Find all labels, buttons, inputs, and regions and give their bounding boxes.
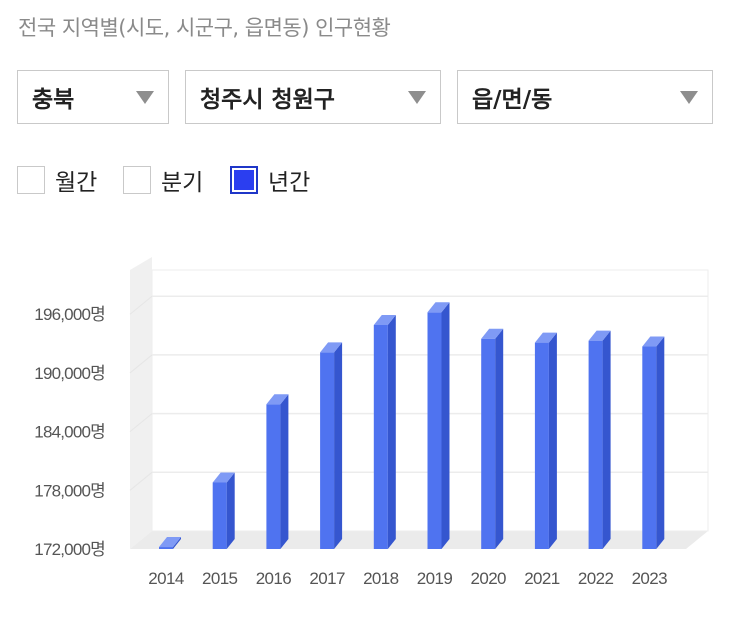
gridline-side [129, 354, 153, 374]
bar-2017 [320, 342, 343, 549]
bar-top [320, 342, 343, 353]
period-option-label: 월간 [55, 170, 98, 196]
period-option-yearly[interactable]: 년간 [230, 163, 310, 197]
bar-front [159, 547, 173, 549]
bar-2021 [534, 332, 557, 549]
dropdown-arrow-icon [680, 90, 698, 104]
bar-top [481, 328, 504, 339]
bar-side [173, 537, 181, 549]
x-tick-label: 2020 [470, 569, 506, 588]
bar-2014 [159, 537, 181, 549]
dropdown-arrow-icon [136, 90, 154, 104]
y-tick-label: 196,000명 [34, 305, 105, 324]
y-tick-label: 184,000명 [34, 423, 105, 442]
district-select[interactable]: 청주시 청원구 [185, 70, 441, 124]
x-tick-label: 2016 [256, 569, 292, 588]
period-option-quarterly[interactable]: 분기 [123, 163, 203, 197]
checkbox-icon[interactable] [230, 166, 258, 194]
page-title: 전국 지역별(시도, 시군구, 읍면동) 인구현황 [18, 16, 391, 40]
bar-side [280, 394, 289, 549]
bar-front [534, 342, 549, 549]
bar-2023 [642, 336, 665, 549]
bar-front [266, 404, 281, 549]
bar-side [441, 302, 450, 549]
bar-2016 [266, 394, 289, 549]
period-option-label: 분기 [161, 170, 204, 196]
bar-side [548, 332, 557, 549]
gridline-side [129, 295, 153, 315]
bar-top [212, 472, 235, 483]
x-tick-label: 2014 [148, 569, 184, 588]
bar-top [266, 394, 289, 405]
period-option-monthly[interactable]: 월간 [17, 163, 97, 197]
checkbox-icon[interactable] [123, 166, 151, 194]
bar-top [534, 332, 557, 343]
x-tick-label: 2017 [309, 569, 345, 588]
bar-top [427, 302, 450, 313]
town-select-value: 읍/면/동 [472, 87, 553, 113]
y-tick-label: 178,000명 [34, 481, 105, 500]
bar-front [373, 325, 388, 549]
bar-2015 [212, 472, 235, 549]
x-tick-label: 2021 [524, 569, 560, 588]
bar-top [588, 330, 611, 341]
bar-front [212, 482, 227, 549]
bar-top [373, 315, 396, 326]
bar-side [602, 330, 611, 549]
province-select[interactable]: 충북 [17, 70, 169, 124]
gridline-side [129, 413, 153, 433]
bar-side [226, 472, 235, 549]
checkbox-icon[interactable] [17, 166, 45, 194]
bar-front [588, 340, 603, 549]
bar-top [642, 336, 665, 347]
bar-2019 [427, 302, 450, 549]
dropdown-arrow-icon [408, 90, 426, 104]
bar-side [495, 328, 504, 549]
y-tick-label: 190,000명 [34, 364, 105, 383]
bar-front [320, 352, 335, 549]
y-tick-label: 172,000명 [34, 540, 105, 559]
bar-side [656, 336, 665, 549]
province-select-value: 충북 [32, 87, 75, 113]
bar-side [387, 315, 396, 549]
bar-2018 [373, 315, 396, 549]
bar-front [481, 338, 496, 549]
bar-front [642, 346, 657, 549]
x-tick-label: 2018 [363, 569, 399, 588]
bar-top [159, 537, 181, 548]
bar-2020 [481, 328, 504, 549]
x-tick-label: 2022 [578, 569, 614, 588]
bar-side [334, 342, 343, 549]
bar-2022 [588, 330, 611, 549]
chart-side-wall [130, 257, 152, 549]
bar-front [427, 312, 442, 549]
x-tick-label: 2015 [202, 569, 238, 588]
x-tick-label: 2023 [632, 569, 668, 588]
x-tick-label: 2019 [417, 569, 453, 588]
district-select-value: 청주시 청원구 [200, 87, 335, 113]
period-option-label: 년간 [268, 170, 311, 196]
gridline-side [129, 471, 153, 491]
town-select[interactable]: 읍/면/동 [457, 70, 713, 124]
